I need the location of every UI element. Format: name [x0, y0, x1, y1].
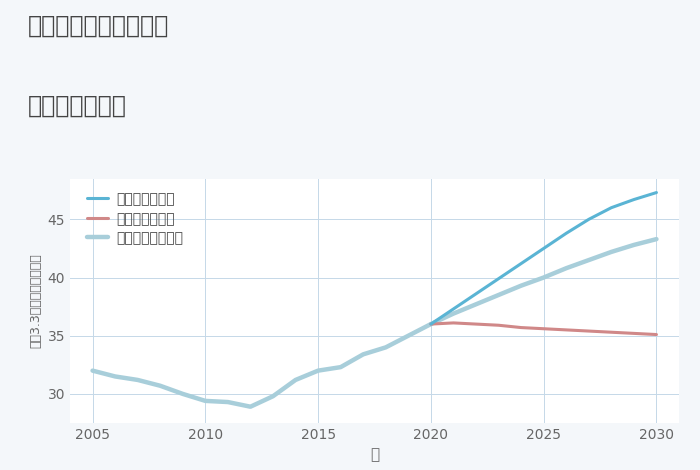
グッドシナリオ — [494, 276, 503, 282]
Line: バッドシナリオ: バッドシナリオ — [431, 323, 657, 335]
ノーマルシナリオ — [517, 283, 525, 289]
バッドシナリオ — [449, 320, 458, 326]
バッドシナリオ — [630, 330, 638, 336]
ノーマルシナリオ — [427, 321, 435, 327]
バッドシナリオ — [652, 332, 661, 337]
グッドシナリオ — [449, 306, 458, 312]
ノーマルシナリオ — [472, 301, 480, 307]
ノーマルシナリオ — [494, 292, 503, 298]
バッドシナリオ — [427, 321, 435, 327]
Text: 愛知県一宮市苅安賀の: 愛知県一宮市苅安賀の — [28, 14, 169, 38]
グッドシナリオ — [584, 217, 593, 222]
グッドシナリオ — [540, 246, 548, 251]
ノーマルシナリオ — [584, 257, 593, 263]
Line: ノーマルシナリオ: ノーマルシナリオ — [431, 239, 657, 324]
グッドシナリオ — [630, 197, 638, 203]
X-axis label: 年: 年 — [370, 447, 379, 462]
バッドシナリオ — [472, 321, 480, 327]
グッドシナリオ — [652, 190, 661, 196]
グッドシナリオ — [517, 261, 525, 266]
Text: 土地の価格推移: 土地の価格推移 — [28, 94, 127, 118]
バッドシナリオ — [562, 327, 570, 333]
グッドシナリオ — [472, 291, 480, 297]
ノーマルシナリオ — [562, 266, 570, 271]
バッドシナリオ — [607, 329, 615, 335]
グッドシナリオ — [607, 205, 615, 211]
バッドシナリオ — [517, 325, 525, 330]
グッドシナリオ — [427, 321, 435, 327]
ノーマルシナリオ — [607, 249, 615, 255]
Y-axis label: 坪（3.3㎡）単価（万円）: 坪（3.3㎡）単価（万円） — [29, 253, 42, 348]
バッドシナリオ — [584, 328, 593, 334]
グッドシナリオ — [562, 230, 570, 236]
バッドシナリオ — [540, 326, 548, 331]
ノーマルシナリオ — [630, 242, 638, 248]
ノーマルシナリオ — [652, 236, 661, 242]
Legend: グッドシナリオ, バッドシナリオ, ノーマルシナリオ: グッドシナリオ, バッドシナリオ, ノーマルシナリオ — [83, 188, 188, 250]
ノーマルシナリオ — [540, 274, 548, 280]
Line: グッドシナリオ: グッドシナリオ — [431, 193, 657, 324]
ノーマルシナリオ — [449, 311, 458, 316]
バッドシナリオ — [494, 322, 503, 328]
